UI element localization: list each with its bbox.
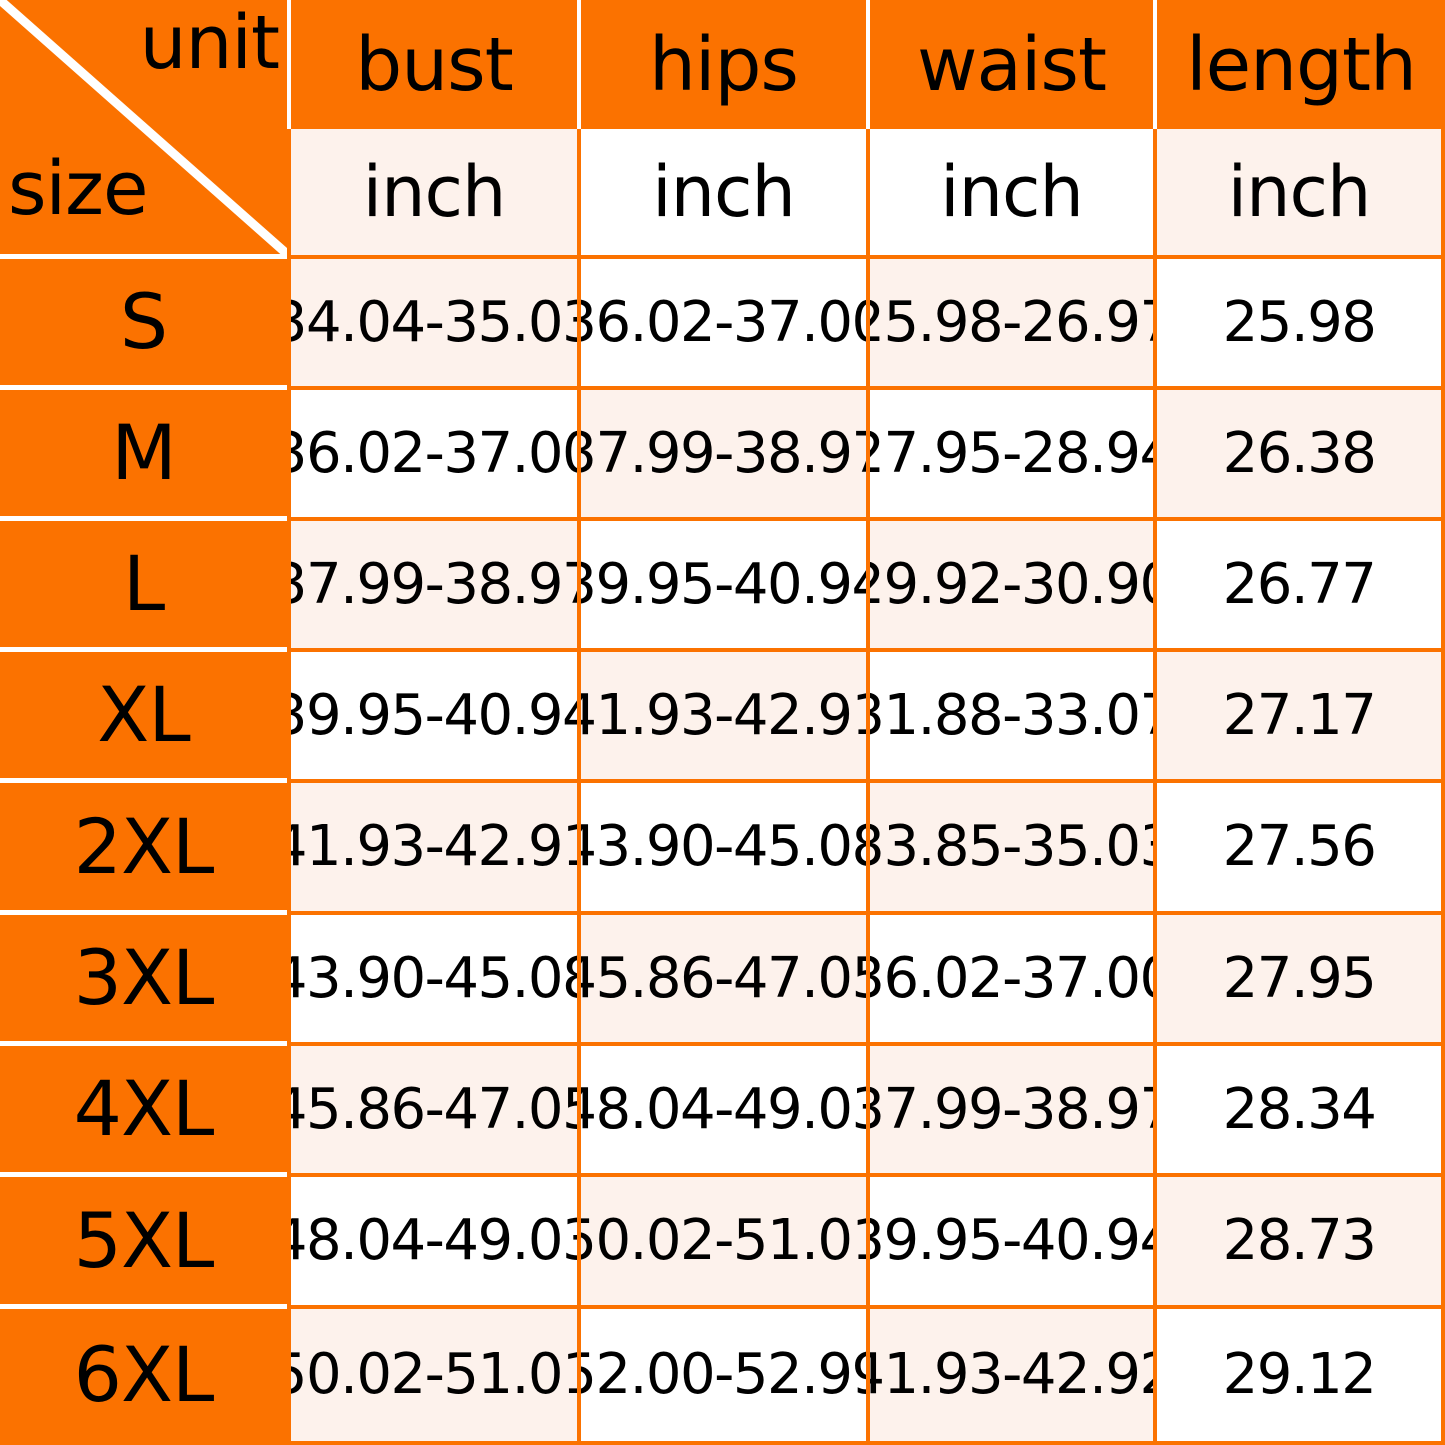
table-cell-l-waist: 29.92-30.90	[866, 521, 1153, 652]
table-cell-s-bust: 34.04-35.03	[287, 259, 577, 390]
table-cell-5xl-bust: 48.04-49.03	[287, 1177, 577, 1309]
table-cell-2xl-hips: 43.90-45.08	[577, 783, 866, 915]
table-cell-3xl-bust: 43.90-45.08	[287, 915, 577, 1046]
unit-header-bust: inch	[287, 129, 577, 259]
unit-header-waist: inch	[866, 129, 1153, 259]
table-cell-m-bust: 36.02-37.00	[287, 390, 577, 521]
table-cell-5xl-waist: 39.95-40.94	[866, 1177, 1153, 1309]
table-cell-xl-waist: 31.88-33.07	[866, 652, 1153, 783]
corner-unit-label: unit	[139, 0, 280, 86]
table-corner-header: unit size	[0, 0, 287, 259]
table-cell-4xl-bust: 45.86-47.05	[287, 1046, 577, 1177]
unit-header-length: inch	[1153, 129, 1445, 259]
size-label-6xl: 6XL	[0, 1309, 287, 1445]
table-cell-4xl-hips: 48.04-49.03	[577, 1046, 866, 1177]
table-cell-3xl-length: 27.95	[1153, 915, 1445, 1046]
table-cell-m-waist: 27.95-28.94	[866, 390, 1153, 521]
table-cell-m-length: 26.38	[1153, 390, 1445, 521]
table-cell-2xl-length: 27.56	[1153, 783, 1445, 915]
size-label-xl: XL	[0, 652, 287, 783]
table-cell-6xl-bust: 50.02-51.01	[287, 1309, 577, 1445]
column-header-bust: bust	[287, 0, 577, 129]
table-cell-3xl-hips: 45.86-47.05	[577, 915, 866, 1046]
size-label-3xl: 3XL	[0, 915, 287, 1046]
table-cell-s-waist: 25.98-26.97	[866, 259, 1153, 390]
table-cell-4xl-waist: 37.99-38.97	[866, 1046, 1153, 1177]
size-label-m: M	[0, 390, 287, 521]
table-cell-l-hips: 39.95-40.94	[577, 521, 866, 652]
table-cell-6xl-length: 29.12	[1153, 1309, 1445, 1445]
column-header-length: length	[1153, 0, 1445, 129]
table-cell-5xl-hips: 50.02-51.01	[577, 1177, 866, 1309]
table-cell-6xl-waist: 41.93-42.92	[866, 1309, 1153, 1445]
table-cell-3xl-waist: 36.02-37.00	[866, 915, 1153, 1046]
table-cell-l-length: 26.77	[1153, 521, 1445, 652]
column-header-waist: waist	[866, 0, 1153, 129]
corner-size-label: size	[8, 146, 148, 232]
table-cell-6xl-hips: 52.00-52.99	[577, 1309, 866, 1445]
size-label-2xl: 2XL	[0, 783, 287, 915]
size-label-s: S	[0, 259, 287, 390]
table-cell-5xl-length: 28.73	[1153, 1177, 1445, 1309]
table-cell-4xl-length: 28.34	[1153, 1046, 1445, 1177]
size-label-5xl: 5XL	[0, 1177, 287, 1309]
table-cell-m-hips: 37.99-38.97	[577, 390, 866, 521]
table-cell-l-bust: 37.99-38.97	[287, 521, 577, 652]
size-label-4xl: 4XL	[0, 1046, 287, 1177]
table-cell-xl-bust: 39.95-40.94	[287, 652, 577, 783]
table-cell-s-length: 25.98	[1153, 259, 1445, 390]
table-cell-2xl-bust: 41.93-42.91	[287, 783, 577, 915]
column-header-hips: hips	[577, 0, 866, 129]
table-cell-2xl-waist: 33.85-35.03	[866, 783, 1153, 915]
table-cell-xl-hips: 41.93-42.91	[577, 652, 866, 783]
unit-header-hips: inch	[577, 129, 866, 259]
size-label-l: L	[0, 521, 287, 652]
table-cell-s-hips: 36.02-37.00	[577, 259, 866, 390]
table-cell-xl-length: 27.17	[1153, 652, 1445, 783]
